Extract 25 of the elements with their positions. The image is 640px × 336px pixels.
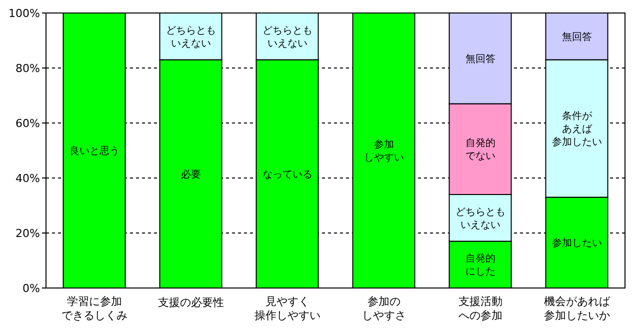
y-tick-label: 40% xyxy=(16,172,40,185)
x-tick-label: 見やすく操作しやすい xyxy=(254,294,320,322)
data-label: 参加したい xyxy=(552,237,602,250)
data-label: なっている xyxy=(262,169,312,180)
data-label: どちらともいえない xyxy=(262,25,312,50)
data-label: 条件があえば参加したい xyxy=(552,110,602,148)
data-label: 良いと思う xyxy=(69,145,120,157)
x-tick-label: 機会があれば参加したいか xyxy=(544,294,611,322)
x-tick-label: 学習に参加できるしくみ xyxy=(61,294,128,322)
data-label: どちらともいえない xyxy=(166,25,216,50)
data-label: どちらともいえない xyxy=(455,206,506,231)
data-label: 必要 xyxy=(180,168,201,180)
y-tick-label: 80% xyxy=(16,62,40,75)
y-tick-label: 20% xyxy=(16,226,40,240)
y-tick-label: 60% xyxy=(16,116,40,130)
y-tick-label: 0% xyxy=(22,282,40,295)
data-label: 自発的でない xyxy=(465,137,496,162)
data-label: 無回答 xyxy=(562,30,592,43)
x-tick-label: 支援活動への参加 xyxy=(458,294,502,322)
data-label: 参加しやすい xyxy=(364,138,404,164)
data-label: 自発的にした xyxy=(465,252,496,278)
x-tick-label: 参加のしやすさ xyxy=(362,294,406,322)
y-tick-label: 100% xyxy=(8,6,40,20)
x-tick-label: 支援の必要性 xyxy=(158,296,224,309)
data-label: 無回答 xyxy=(465,52,496,65)
